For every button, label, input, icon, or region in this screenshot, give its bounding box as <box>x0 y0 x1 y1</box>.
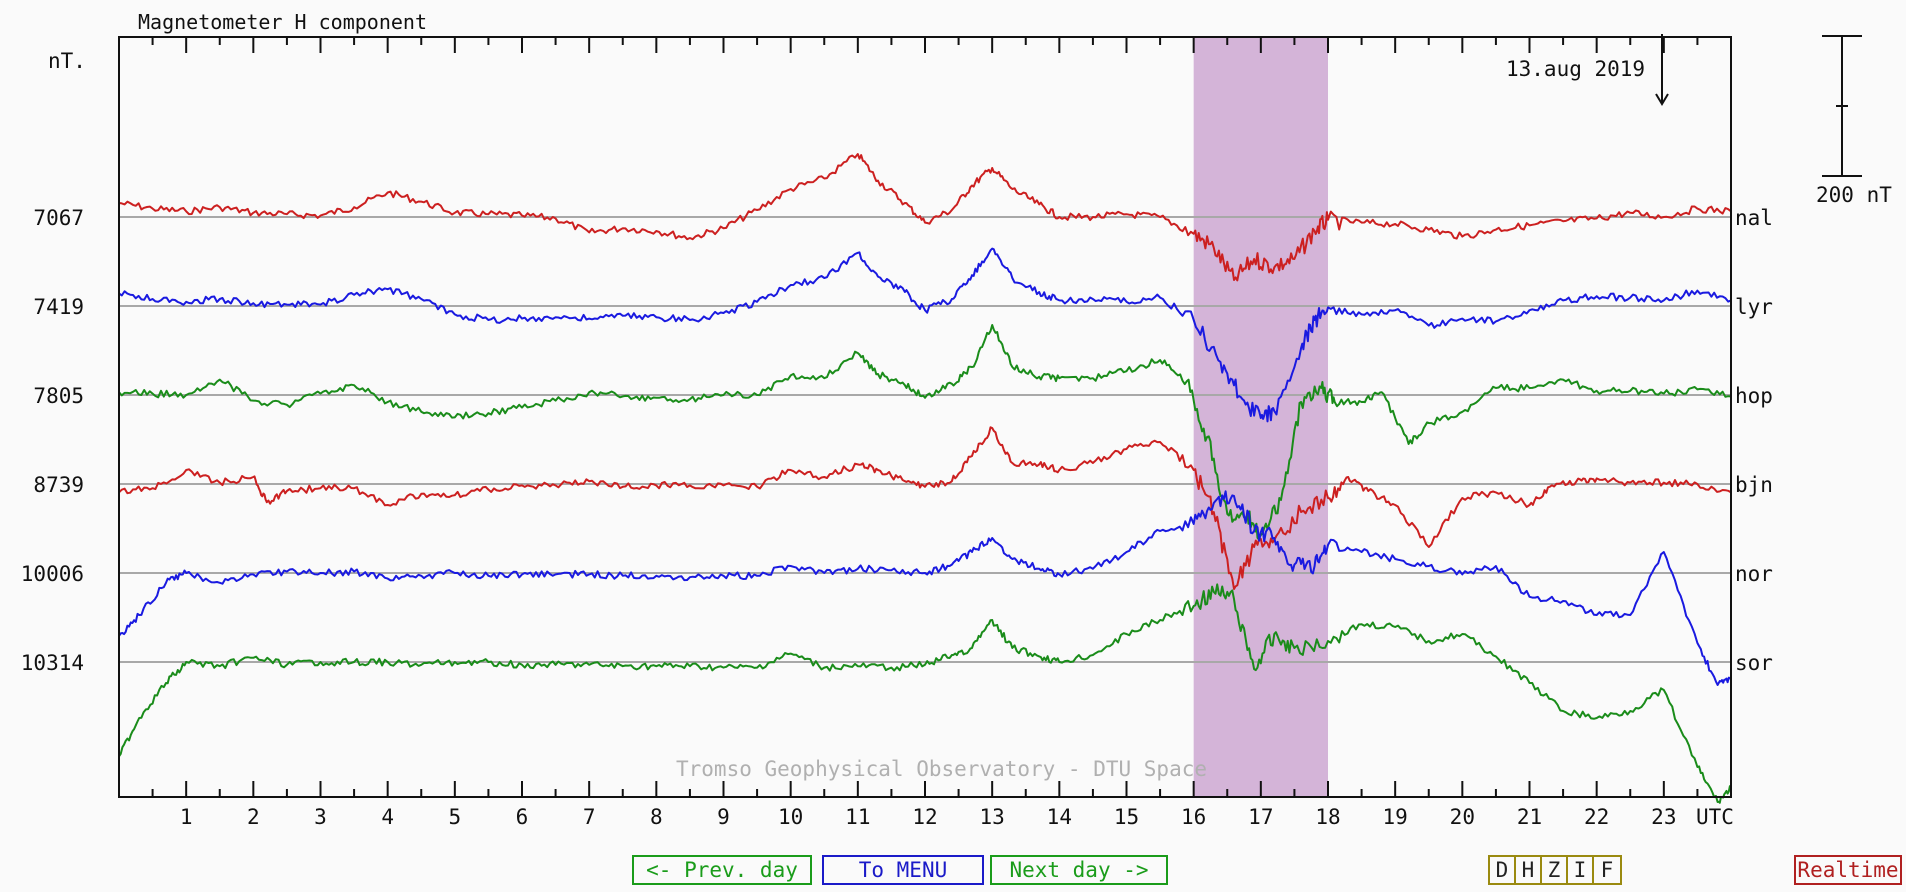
component-d-button[interactable]: D <box>1490 857 1516 883</box>
component-selector: D H Z I F <box>1488 855 1622 885</box>
component-z-button[interactable]: Z <box>1542 857 1568 883</box>
component-i-button[interactable]: I <box>1568 857 1594 883</box>
date-arrow <box>1655 34 1669 106</box>
series-line-bjn <box>118 426 1732 590</box>
to-menu-button[interactable]: To MENU <box>822 855 984 885</box>
series-layer <box>118 153 1732 804</box>
x-tick-label: 17 <box>1248 805 1273 829</box>
x-tick-label: 8 <box>650 805 663 829</box>
baseline-value-nor: 10006 <box>21 562 84 586</box>
x-unit-label: UTC <box>1696 805 1734 829</box>
x-tick-label: 19 <box>1383 805 1408 829</box>
chart-title: Magnetometer H component <box>138 10 427 34</box>
watermark: Tromso Geophysical Observatory - DTU Spa… <box>676 757 1207 781</box>
x-tick-label: 21 <box>1517 805 1542 829</box>
x-tick-label: 22 <box>1584 805 1609 829</box>
x-tick-label: 23 <box>1651 805 1676 829</box>
x-tick-label: 15 <box>1114 805 1139 829</box>
x-tick-label: 5 <box>449 805 462 829</box>
x-tick-label: 1 <box>180 805 193 829</box>
station-label-hop: hop <box>1735 384 1773 408</box>
x-tick-label: 20 <box>1450 805 1475 829</box>
x-tick-label: 11 <box>845 805 870 829</box>
baseline-value-nal: 7067 <box>33 206 84 230</box>
baseline-value-bjn: 8739 <box>33 473 84 497</box>
station-label-sor: sor <box>1735 651 1773 675</box>
series-line-sor <box>118 583 1732 804</box>
scale-bar: 200 nT <box>1816 35 1892 207</box>
station-label-bjn: bjn <box>1735 473 1773 497</box>
x-tick-label: 14 <box>1047 805 1072 829</box>
x-tick-label: 18 <box>1315 805 1340 829</box>
component-h-button[interactable]: H <box>1516 857 1542 883</box>
baseline-value-hop: 7805 <box>33 384 84 408</box>
station-label-nor: nor <box>1735 562 1773 586</box>
x-tick-label: 7 <box>583 805 596 829</box>
label-layer: 7067 nal 7419 lyr 7805 hop 8739 bjn 10006 nor 1031… <box>21 206 1773 675</box>
x-tick-label: 2 <box>247 805 260 829</box>
x-tick-label: 10 <box>778 805 803 829</box>
station-label-nal: nal <box>1735 206 1773 230</box>
series-line-nal <box>118 153 1732 282</box>
x-tick-label: 12 <box>912 805 937 829</box>
station-label-lyr: lyr <box>1735 295 1773 319</box>
x-tick-label: 6 <box>516 805 529 829</box>
component-f-button[interactable]: F <box>1600 858 1614 882</box>
date-label: 13.aug 2019 <box>1506 57 1645 81</box>
next-day-button[interactable]: Next day -> <box>990 855 1168 885</box>
baseline-value-lyr: 7419 <box>33 295 84 319</box>
x-tick-label: 13 <box>980 805 1005 829</box>
series-line-hop <box>118 324 1732 541</box>
x-tick-label: 4 <box>381 805 394 829</box>
prev-day-button[interactable]: <- Prev. day <box>632 855 812 885</box>
x-tick-label: 3 <box>314 805 327 829</box>
series-line-lyr <box>118 247 1732 423</box>
baseline-value-sor: 10314 <box>21 651 84 675</box>
y-unit-label: nT. <box>48 49 86 73</box>
realtime-button[interactable]: Realtime <box>1794 855 1902 885</box>
scale-bar-label: 200 nT <box>1816 183 1892 207</box>
x-tick-label: 9 <box>717 805 730 829</box>
tick-layer: 1 2 3 4 5 6 7 8 9 10 11 12 13 14 15 16 17 18 19 20 21 22 23 <box>151 37 1699 829</box>
series-line-nor <box>118 490 1732 686</box>
x-tick-label: 16 <box>1181 805 1206 829</box>
